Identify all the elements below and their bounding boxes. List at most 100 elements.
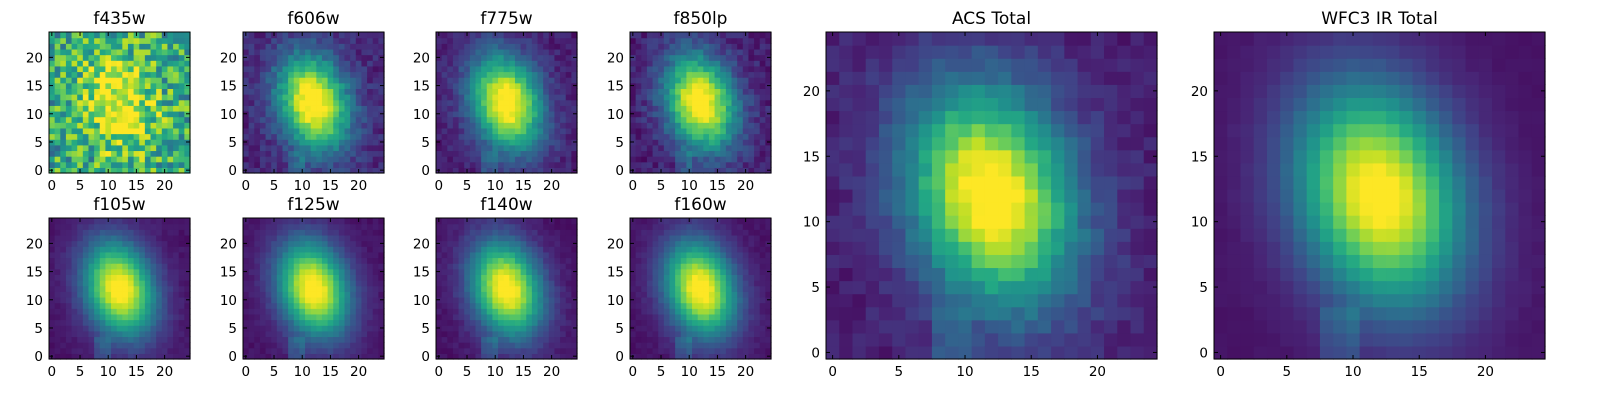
heatmap-cell	[333, 224, 339, 230]
heatmap-cell	[299, 156, 305, 162]
heatmap-cell	[681, 32, 687, 38]
heatmap-cell	[664, 150, 670, 156]
heatmap-cell	[277, 235, 283, 241]
heatmap-cell	[156, 274, 162, 280]
heatmap-cell	[487, 145, 493, 151]
heatmap-cell	[128, 218, 134, 224]
heatmap-cell	[94, 252, 100, 258]
heatmap-cell	[560, 297, 566, 303]
heatmap-cell	[333, 55, 339, 61]
heatmap-cell	[554, 122, 560, 128]
heatmap-cell	[72, 117, 78, 123]
heatmap-cell	[356, 77, 362, 83]
heatmap-cell	[277, 150, 283, 156]
heatmap-cell	[566, 88, 572, 94]
heatmap-cell	[686, 280, 692, 286]
heatmap-cell	[447, 105, 453, 111]
heatmap-cell	[554, 331, 560, 337]
heatmap-cell	[487, 105, 493, 111]
heatmap-cell	[145, 336, 151, 342]
heatmap-cell	[442, 280, 448, 286]
heatmap-cell	[156, 269, 162, 275]
heatmap-cell	[492, 49, 498, 55]
heatmap-cell	[726, 280, 732, 286]
heatmap-cell	[526, 122, 532, 128]
heatmap-cell	[464, 156, 470, 162]
heatmap-cell	[653, 77, 659, 83]
heatmap-cell	[526, 269, 532, 275]
heatmap-cell	[271, 150, 277, 156]
x-tick-label: 5	[76, 364, 85, 380]
heatmap-cell	[249, 134, 255, 140]
heatmap-cell	[145, 83, 151, 89]
heatmap-cell	[560, 83, 566, 89]
heatmap-cell	[316, 105, 322, 111]
heatmap-cell	[83, 241, 89, 247]
heatmap-cell	[316, 325, 322, 331]
heatmap-cell	[715, 49, 721, 55]
heatmap-cell	[532, 218, 538, 224]
heatmap-cell	[100, 336, 106, 342]
heatmap-cell	[549, 348, 555, 354]
heatmap-cell	[167, 55, 173, 61]
heatmap-cell	[504, 297, 510, 303]
heatmap-cell	[475, 60, 481, 66]
heatmap-cell	[350, 117, 356, 123]
heatmap-cell	[77, 252, 83, 258]
heatmap-cell	[117, 77, 123, 83]
heatmap-cell	[630, 286, 636, 292]
heatmap-cell	[475, 274, 481, 280]
heatmap-cell	[77, 128, 83, 134]
heatmap-cell	[675, 32, 681, 38]
y-tick-label: 10	[413, 107, 430, 123]
heatmap-cell	[367, 303, 373, 309]
heatmap-cell	[560, 308, 566, 314]
x-tick-label: 0	[48, 364, 57, 380]
heatmap-cell	[339, 224, 345, 230]
heatmap-cell	[636, 308, 642, 314]
heatmap-cell	[686, 156, 692, 162]
heatmap-cell	[60, 156, 66, 162]
heatmap-cell	[754, 32, 760, 38]
heatmap-cell	[726, 117, 732, 123]
heatmap-cell	[442, 257, 448, 263]
heatmap-cell	[692, 145, 698, 151]
heatmap-cell	[664, 303, 670, 309]
heatmap-cell	[453, 66, 459, 72]
heatmap-cell	[345, 224, 351, 230]
heatmap-cell	[709, 122, 715, 128]
heatmap-cell	[145, 94, 151, 100]
heatmap-cell	[669, 83, 675, 89]
heatmap-cell	[305, 43, 311, 49]
heatmap-cell	[447, 88, 453, 94]
heatmap-cell	[173, 139, 179, 145]
heatmap-cell	[681, 117, 687, 123]
heatmap-cell	[162, 224, 168, 230]
heatmap-cell	[681, 325, 687, 331]
y-tick-label: 20	[413, 50, 430, 66]
heatmap-cell	[350, 257, 356, 263]
heatmap-cell	[498, 297, 504, 303]
heatmap-cell	[560, 235, 566, 241]
heatmap-cell	[249, 60, 255, 66]
heatmap-cell	[703, 38, 709, 44]
heatmap-cell	[350, 105, 356, 111]
heatmap-cell	[641, 150, 647, 156]
heatmap-cell	[726, 336, 732, 342]
heatmap-cell	[128, 66, 134, 72]
heatmap-cell	[504, 128, 510, 134]
heatmap-cell	[686, 94, 692, 100]
heatmap-cell	[532, 331, 538, 337]
heatmap-cell	[294, 134, 300, 140]
heatmap-cell	[692, 88, 698, 94]
heatmap-cell	[686, 286, 692, 292]
heatmap-cell	[254, 117, 260, 123]
heatmap-cell	[532, 229, 538, 235]
heatmap-cell	[521, 336, 527, 342]
heatmap-cell	[88, 303, 94, 309]
heatmap-cell	[294, 156, 300, 162]
heatmap-cell	[94, 94, 100, 100]
heatmap-cell	[179, 252, 185, 258]
heatmap-cell	[134, 117, 140, 123]
heatmap-cell	[641, 100, 647, 106]
